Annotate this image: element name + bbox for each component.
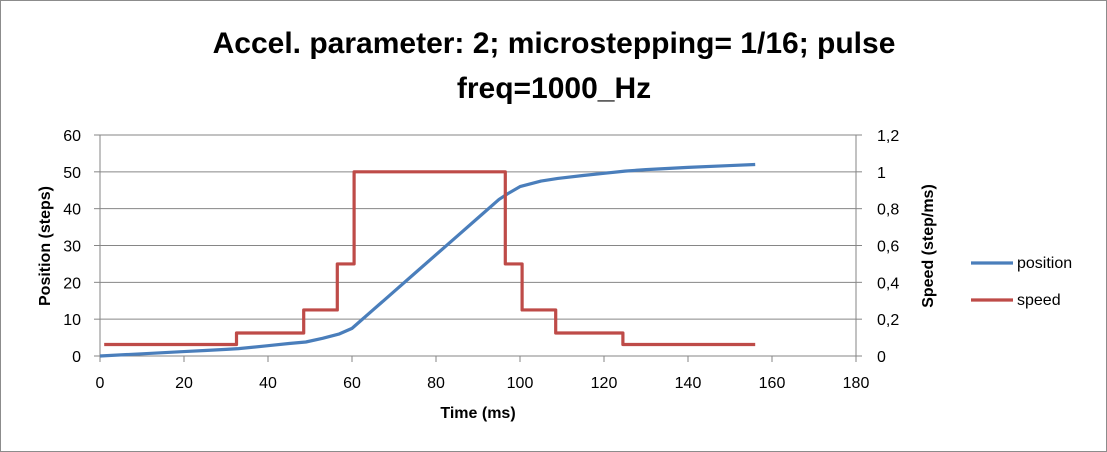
- y-tick-label: 10: [63, 312, 81, 329]
- chart-title-line-1: Accel. parameter: 2; microstepping= 1/16…: [213, 27, 896, 60]
- y-tick-label: 20: [63, 275, 81, 292]
- y2-tick-label: 0: [877, 349, 886, 366]
- axes: [94, 134, 862, 362]
- y-tick-label: 50: [63, 165, 81, 182]
- chart-title: Accel. parameter: 2; microstepping= 1/16…: [213, 27, 896, 105]
- x-tick-label: 0: [96, 375, 105, 392]
- y2-tick-label: 0,8: [877, 202, 899, 219]
- x-tick-label: 120: [591, 375, 618, 392]
- chart-title-line-2: freq=1000_Hz: [457, 72, 651, 105]
- y2-tick-label: 0,2: [877, 312, 899, 329]
- y2-tick-label: 0,6: [877, 239, 899, 256]
- series-line-position: [99, 162, 756, 358]
- legend-label-speed: speed: [1017, 292, 1061, 309]
- series-line-speed: [104, 170, 756, 347]
- x-tick-label: 180: [843, 375, 870, 392]
- y-tick-label: 60: [63, 128, 81, 145]
- y-axis-title: Position (steps): [37, 186, 54, 306]
- y2-axis-title: Speed (step/ms): [920, 184, 937, 308]
- series-lines: [99, 162, 756, 358]
- x-axis-title: Time (ms): [440, 405, 515, 422]
- x-tick-label: 60: [343, 375, 361, 392]
- tick-labels: 0 010 0,220 0,430 0,640 0,850 160 1,20 20 40 60 80 1…: [63, 128, 899, 392]
- y2-tick-label: 1,2: [877, 128, 899, 145]
- y-tick-label: 30: [63, 239, 81, 256]
- legend-label-position: position: [1017, 255, 1072, 272]
- gridlines: [100, 134, 856, 320]
- y-tick-label: 0: [72, 349, 81, 366]
- y2-tick-label: 1: [877, 165, 886, 182]
- x-tick-label: 140: [675, 375, 702, 392]
- y-tick-label: 40: [63, 202, 81, 219]
- x-tick-label: 20: [175, 375, 193, 392]
- x-tick-label: 40: [259, 375, 277, 392]
- legend: position speed: [971, 255, 1072, 309]
- x-tick-label: 80: [427, 375, 445, 392]
- x-tick-label: 160: [759, 375, 786, 392]
- x-tick-label: 100: [507, 375, 534, 392]
- y2-tick-label: 0,4: [877, 275, 899, 292]
